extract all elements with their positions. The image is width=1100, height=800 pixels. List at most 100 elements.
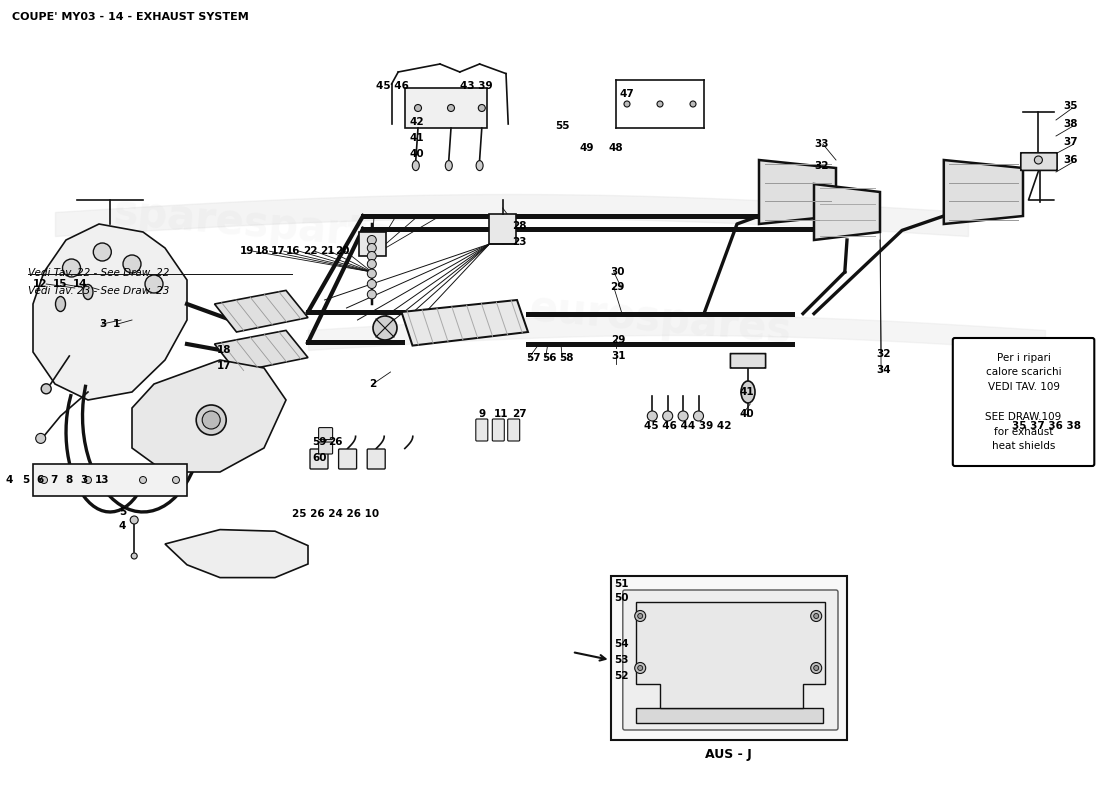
- FancyBboxPatch shape: [319, 442, 332, 454]
- Ellipse shape: [55, 297, 66, 311]
- Circle shape: [367, 269, 376, 278]
- Text: AUS - J: AUS - J: [705, 748, 752, 761]
- Text: 19: 19: [240, 246, 254, 256]
- Circle shape: [367, 259, 376, 269]
- Text: 57: 57: [526, 353, 540, 362]
- Text: 28: 28: [513, 221, 527, 230]
- Circle shape: [1034, 156, 1043, 164]
- Text: 41: 41: [739, 387, 754, 397]
- Text: 3: 3: [99, 319, 107, 329]
- FancyBboxPatch shape: [476, 419, 487, 441]
- Text: Per i ripari
calore scarichi
VEDI TAV. 109

SEE DRAW.109
for exhaust
heat shield: Per i ripari calore scarichi VEDI TAV. 1…: [986, 353, 1062, 451]
- Circle shape: [85, 477, 91, 483]
- Text: 59: 59: [312, 437, 327, 446]
- Circle shape: [811, 610, 822, 622]
- Text: 5: 5: [22, 475, 30, 485]
- Circle shape: [678, 411, 689, 421]
- Text: 1: 1: [113, 319, 121, 329]
- Text: 45 46: 45 46: [376, 81, 409, 90]
- Polygon shape: [214, 330, 308, 372]
- Circle shape: [478, 105, 485, 111]
- Circle shape: [814, 666, 818, 670]
- Polygon shape: [759, 160, 836, 224]
- Text: 52: 52: [614, 671, 628, 681]
- FancyBboxPatch shape: [623, 590, 838, 730]
- Circle shape: [130, 516, 139, 524]
- Text: 16: 16: [286, 246, 300, 256]
- FancyBboxPatch shape: [953, 338, 1094, 466]
- Text: 41: 41: [409, 133, 424, 142]
- FancyBboxPatch shape: [493, 419, 504, 441]
- Circle shape: [624, 101, 630, 107]
- Text: 27: 27: [513, 410, 527, 419]
- Text: 30: 30: [610, 267, 625, 277]
- Text: 15: 15: [53, 279, 67, 289]
- Text: 38: 38: [1064, 119, 1078, 129]
- FancyBboxPatch shape: [405, 88, 487, 128]
- Polygon shape: [636, 602, 825, 708]
- Text: 11: 11: [494, 410, 508, 419]
- FancyBboxPatch shape: [1006, 354, 1040, 368]
- Ellipse shape: [412, 161, 419, 170]
- Circle shape: [814, 614, 818, 618]
- FancyBboxPatch shape: [730, 354, 766, 368]
- Polygon shape: [132, 360, 286, 472]
- Text: 17: 17: [271, 246, 285, 256]
- Text: 31: 31: [612, 351, 626, 361]
- Text: 14: 14: [73, 279, 87, 289]
- Text: 29: 29: [612, 335, 626, 345]
- Text: eurospares: eurospares: [527, 288, 793, 352]
- Polygon shape: [33, 464, 187, 496]
- Text: 2: 2: [370, 379, 377, 389]
- FancyBboxPatch shape: [339, 449, 356, 469]
- Text: 42: 42: [409, 117, 424, 126]
- Text: 51: 51: [614, 579, 628, 589]
- Circle shape: [367, 243, 376, 253]
- Text: 7: 7: [51, 475, 58, 485]
- Circle shape: [448, 105, 454, 111]
- Text: 40: 40: [409, 149, 424, 158]
- Text: 21: 21: [320, 246, 334, 256]
- Circle shape: [662, 411, 673, 421]
- Text: 43 39: 43 39: [460, 81, 493, 90]
- Circle shape: [94, 243, 111, 261]
- Circle shape: [373, 316, 397, 340]
- Text: 4: 4: [6, 475, 13, 485]
- Text: 36: 36: [1064, 155, 1078, 165]
- Text: sparesparts: sparesparts: [112, 191, 394, 257]
- Circle shape: [202, 411, 220, 429]
- Text: COUPE' MY03 - 14 - EXHAUST SYSTEM: COUPE' MY03 - 14 - EXHAUST SYSTEM: [12, 12, 249, 22]
- Circle shape: [41, 477, 47, 483]
- Text: 20: 20: [336, 246, 350, 256]
- FancyBboxPatch shape: [508, 419, 519, 441]
- Circle shape: [35, 434, 46, 443]
- Text: 17: 17: [217, 362, 231, 371]
- Text: 33: 33: [814, 139, 828, 149]
- Text: 6: 6: [36, 475, 44, 485]
- Text: 53: 53: [614, 655, 628, 665]
- Circle shape: [690, 101, 696, 107]
- Polygon shape: [402, 300, 528, 346]
- FancyBboxPatch shape: [310, 449, 328, 469]
- Circle shape: [367, 235, 376, 245]
- Text: 32: 32: [814, 161, 828, 170]
- Text: 9: 9: [478, 410, 485, 419]
- Text: 5: 5: [119, 507, 126, 517]
- Polygon shape: [814, 184, 880, 240]
- FancyBboxPatch shape: [610, 576, 847, 740]
- Text: Vedi Tav. 23 - See Draw. 23: Vedi Tav. 23 - See Draw. 23: [28, 286, 169, 296]
- Circle shape: [638, 614, 642, 618]
- Text: 35: 35: [1064, 101, 1078, 110]
- Polygon shape: [636, 708, 823, 723]
- Circle shape: [635, 662, 646, 674]
- Text: 23: 23: [513, 238, 527, 247]
- Circle shape: [367, 279, 376, 289]
- Circle shape: [63, 259, 80, 277]
- Text: 45 46 44 39 42: 45 46 44 39 42: [644, 421, 732, 430]
- Text: 60: 60: [312, 454, 327, 463]
- Circle shape: [638, 666, 642, 670]
- Text: 26: 26: [328, 437, 342, 446]
- Ellipse shape: [1014, 391, 1032, 417]
- Circle shape: [811, 662, 822, 674]
- Text: 49: 49: [580, 143, 594, 153]
